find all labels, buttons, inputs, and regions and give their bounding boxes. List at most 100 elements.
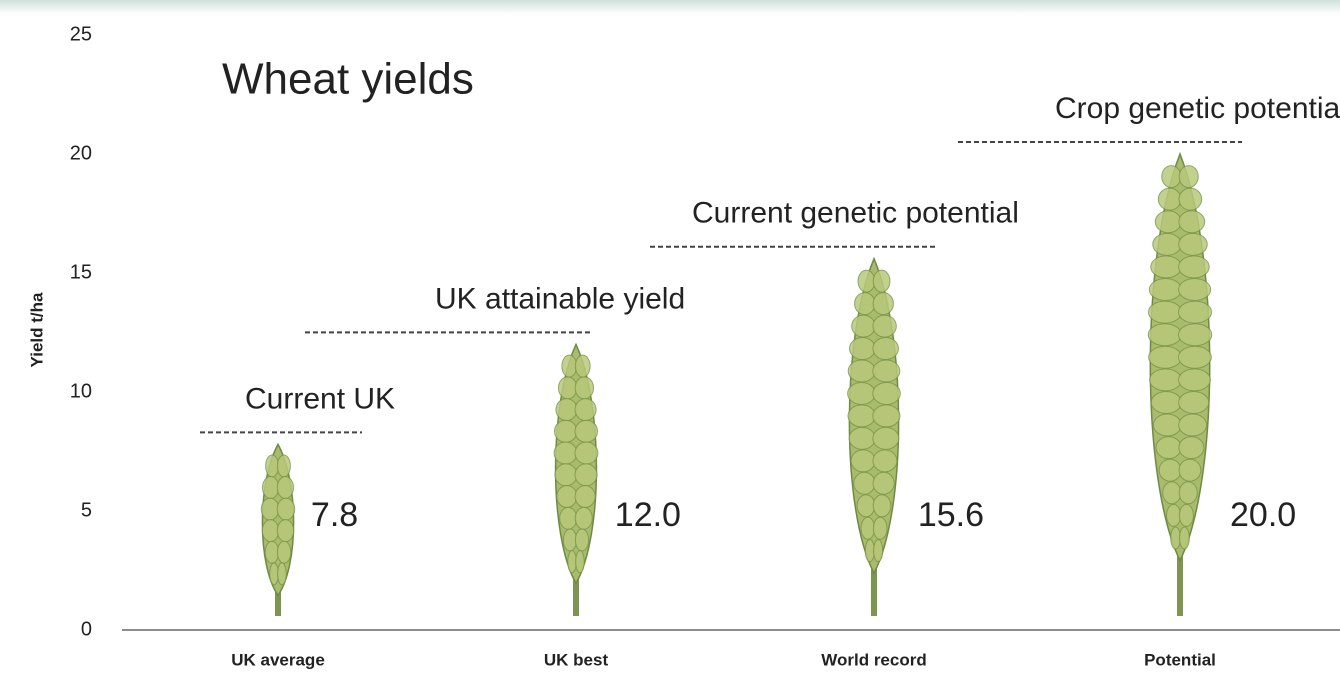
spikelet: [873, 338, 899, 360]
spikelet: [873, 450, 897, 472]
annotation: UK attainable yield: [435, 282, 685, 315]
y-tick-label: 0: [81, 618, 92, 640]
spikelet: [850, 338, 876, 360]
spikelet: [1150, 369, 1182, 391]
spikelet: [873, 427, 899, 449]
annotation: Current UK: [245, 382, 395, 415]
spikelet: [1149, 346, 1182, 368]
spikelet: [1167, 504, 1181, 526]
spikelet: [873, 405, 900, 427]
spikelet: [1156, 437, 1181, 459]
y-tick-label: 25: [70, 23, 92, 45]
spikelet: [1149, 279, 1181, 301]
spikelet: [1148, 324, 1181, 346]
spikelet: [873, 517, 887, 539]
spikelet: [873, 315, 896, 337]
spikelet: [873, 270, 890, 292]
spikelet: [270, 563, 279, 585]
spikelet: [1162, 166, 1181, 188]
value-label: 12.0: [615, 496, 681, 534]
y-tick-label: 10: [70, 380, 92, 402]
spikelet: [1179, 233, 1208, 255]
spikelet: [562, 355, 577, 377]
spikelet: [848, 360, 875, 382]
spikelet: [1179, 504, 1193, 526]
spikelet: [1179, 414, 1207, 436]
spikelet: [1153, 233, 1182, 255]
spikelet: [575, 529, 588, 551]
spikelet: [857, 495, 875, 517]
spikelet: [873, 360, 900, 382]
spikelet: [1178, 301, 1211, 323]
spikelet: [873, 472, 894, 494]
spikelet: [1151, 256, 1182, 278]
spikelet: [262, 520, 279, 542]
spikelet: [848, 405, 875, 427]
spikelet: [1179, 391, 1209, 413]
spikelet: [1151, 391, 1181, 413]
spikelet: [278, 563, 287, 585]
spikelet: [558, 377, 576, 399]
spikelet: [852, 315, 875, 337]
spikelet: [865, 540, 874, 562]
spikelet: [575, 464, 597, 486]
spikelet: [1163, 482, 1181, 504]
x-tick-label: UK best: [544, 650, 609, 669]
spikelet: [575, 399, 596, 421]
spikelet: [855, 293, 875, 315]
spikelet: [575, 507, 592, 529]
spikelet: [277, 477, 293, 499]
spikelet: [854, 472, 875, 494]
spikelet: [1179, 437, 1204, 459]
x-tick-label: Potential: [1144, 650, 1216, 669]
value-label: 7.8: [311, 496, 358, 534]
spikelet: [557, 485, 577, 507]
spikelet: [1179, 279, 1211, 301]
spikelet: [1178, 324, 1211, 346]
spikelet: [851, 450, 875, 472]
spikelet: [576, 551, 585, 573]
spikelet: [1158, 188, 1181, 210]
spikelet: [575, 377, 593, 399]
spikelet: [1179, 256, 1210, 278]
spikelet: [1179, 346, 1212, 368]
spikelet: [277, 455, 290, 477]
spikelet: [848, 382, 876, 404]
spikelet: [266, 455, 279, 477]
spikelet: [858, 270, 875, 292]
spikelet: [575, 485, 595, 507]
x-tick-label: UK average: [231, 650, 325, 669]
spikelet: [1153, 414, 1181, 436]
annotation: Crop genetic potential: [1055, 92, 1340, 125]
spikelet: [861, 517, 875, 539]
spikelet: [873, 382, 901, 404]
spikelet: [568, 551, 577, 573]
spikelet: [1179, 188, 1202, 210]
spikelet: [563, 529, 576, 551]
spikelet: [554, 442, 577, 464]
spikelet: [1155, 211, 1181, 233]
spikelet: [560, 507, 577, 529]
x-tick-label: World record: [821, 650, 926, 669]
y-axis-label: Yield t/ha: [27, 292, 46, 367]
spikelet: [575, 420, 598, 442]
spikelet: [1179, 166, 1198, 188]
spikelet: [1179, 482, 1197, 504]
spikelet: [1179, 369, 1211, 391]
y-tick-label: 5: [81, 499, 92, 521]
spikelet: [555, 464, 577, 486]
spikelet: [556, 399, 577, 421]
stem: [871, 569, 877, 616]
chart-title: Wheat yields: [222, 55, 474, 104]
spikelet: [873, 293, 893, 315]
spikelet: [575, 355, 590, 377]
spikelet: [874, 540, 883, 562]
spikelet: [261, 498, 278, 520]
spikelet: [277, 498, 294, 520]
spikelet: [277, 541, 290, 563]
value-label: 15.6: [918, 496, 984, 534]
spikelet: [1159, 459, 1181, 481]
y-tick-label: 15: [70, 261, 92, 283]
spikelet: [873, 495, 891, 517]
spikelet: [1148, 301, 1181, 323]
